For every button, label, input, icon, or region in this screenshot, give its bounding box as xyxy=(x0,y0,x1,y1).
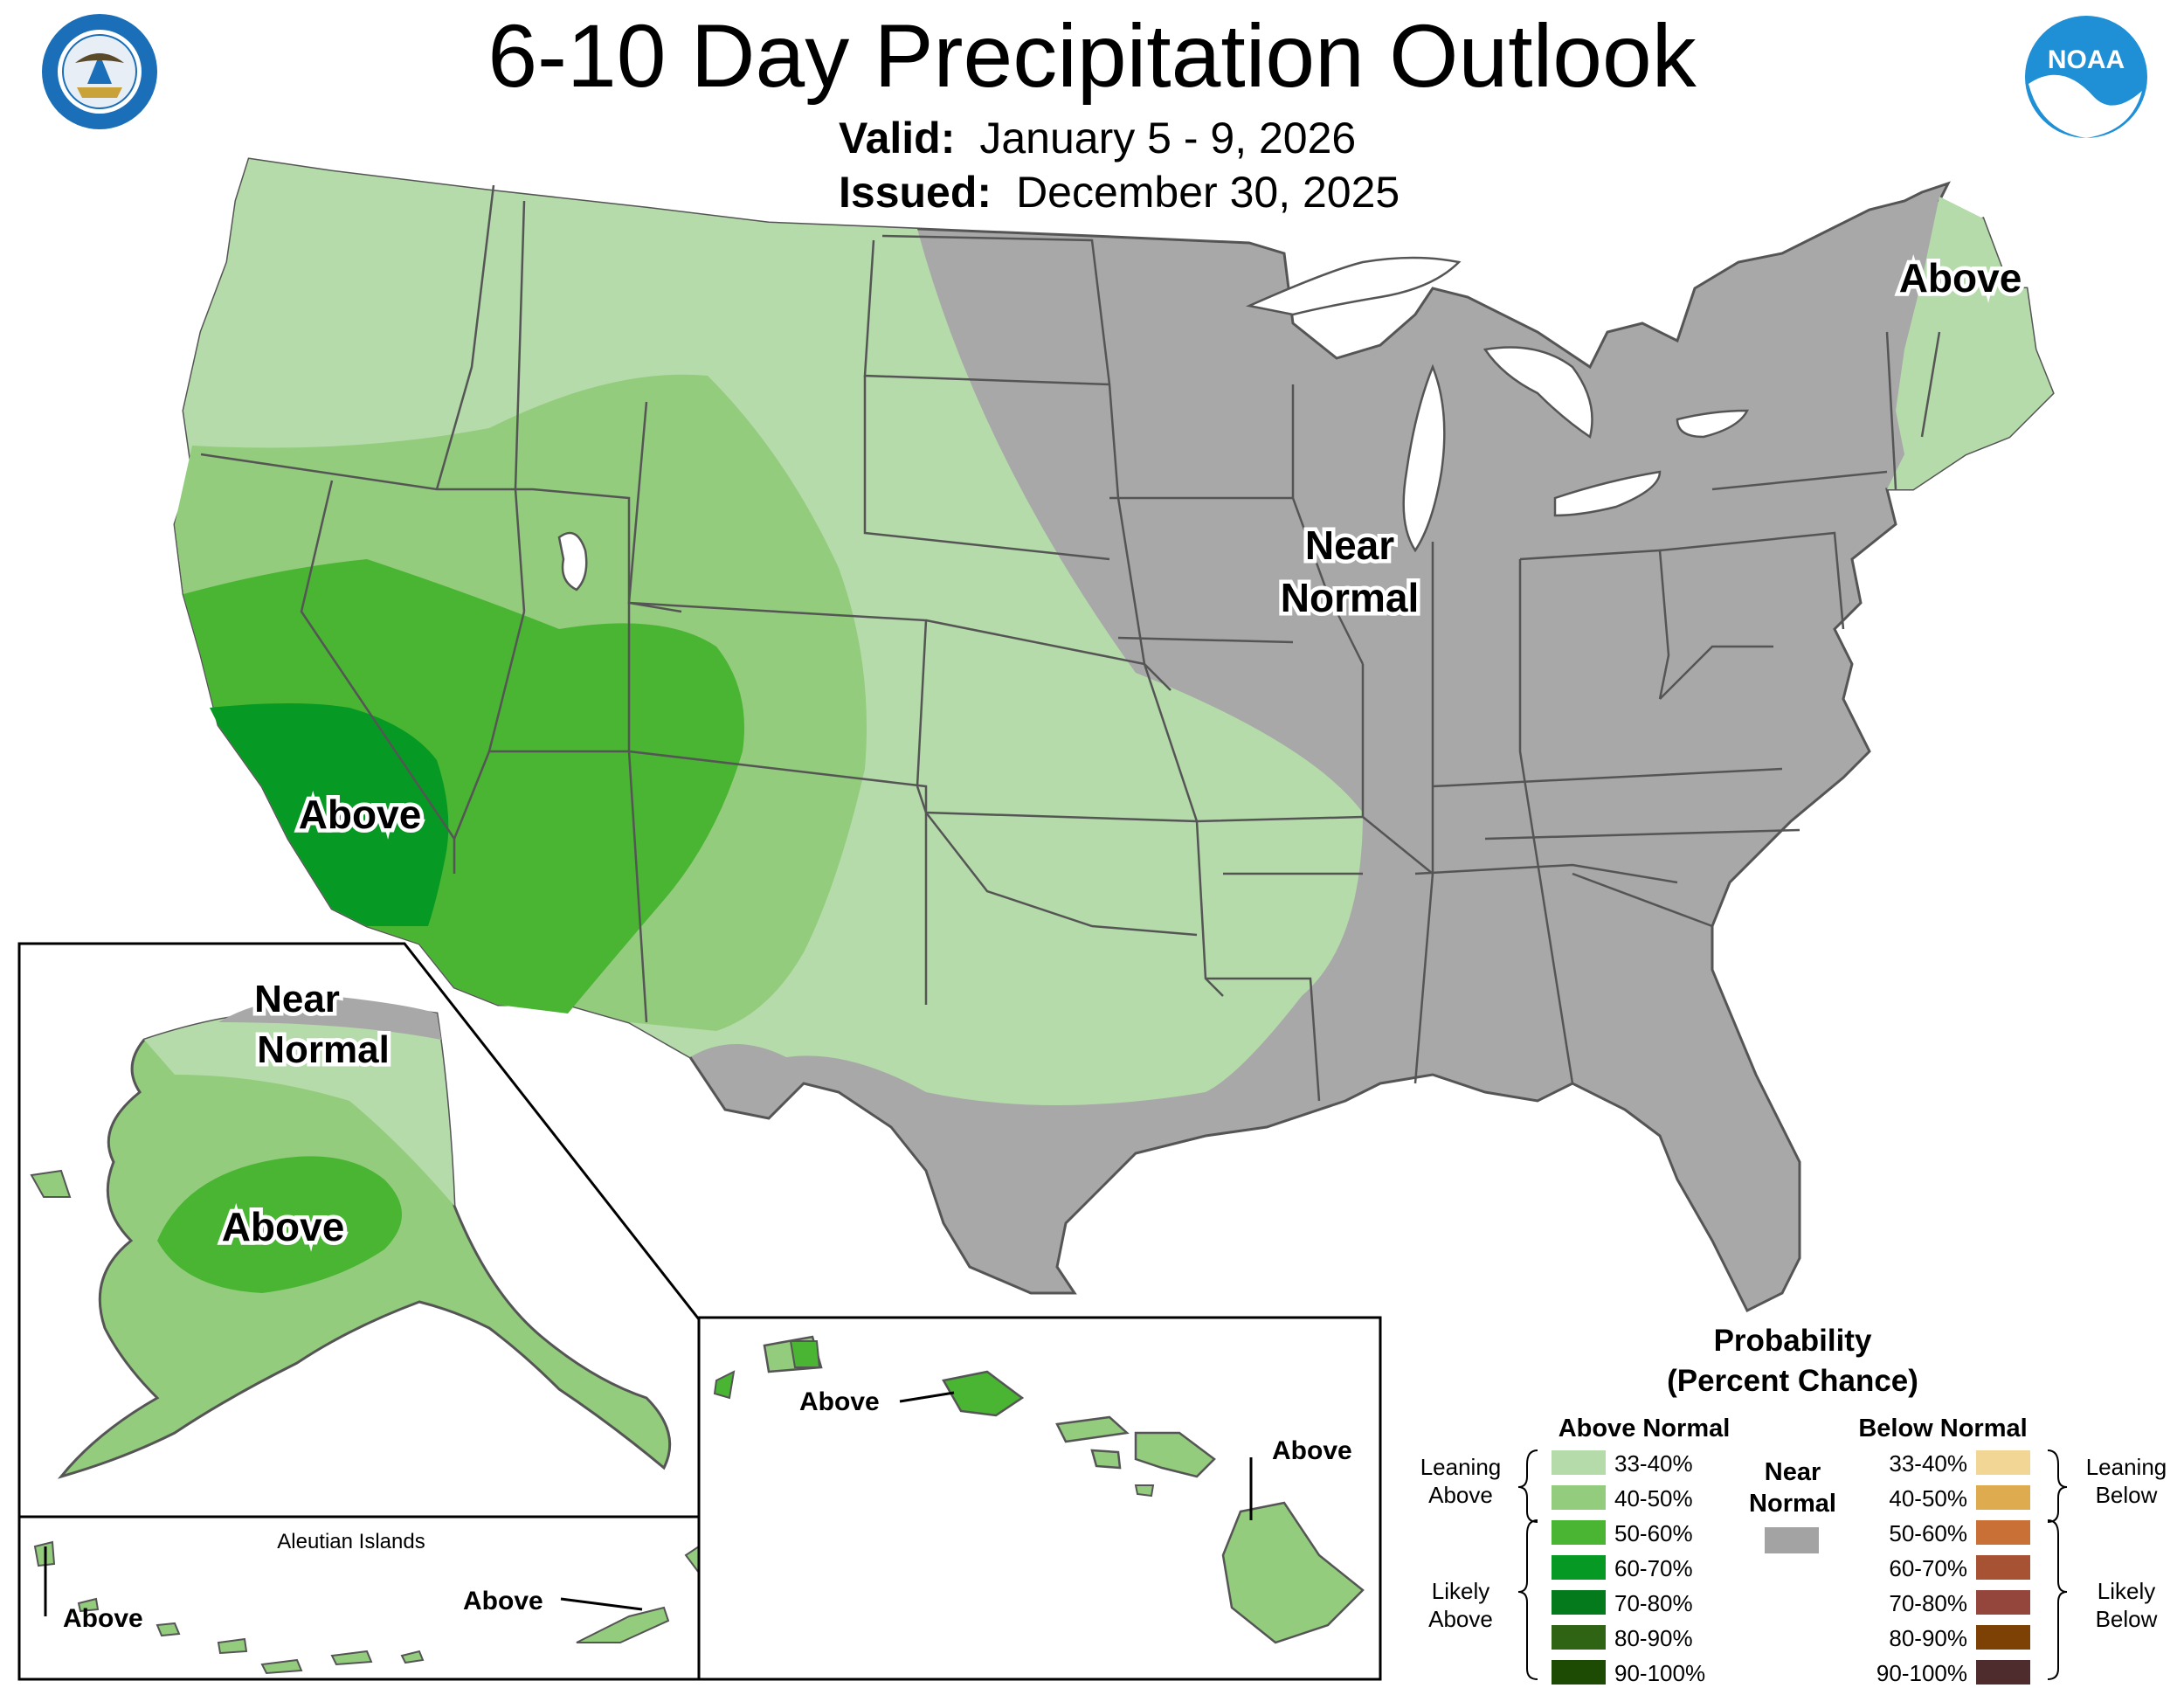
label-northeast-above: Above xyxy=(1899,255,2022,301)
legend-below-range-1: 40-50% xyxy=(1889,1485,1967,1512)
alaska-label-near-line2: Normal xyxy=(257,1028,390,1071)
legend-below-swatch-2 xyxy=(1976,1520,2030,1545)
legend-below-swatch-1 xyxy=(1976,1485,2030,1510)
zone-northeast-leaning-above xyxy=(1887,197,2053,489)
legend-above-swatch-0 xyxy=(1552,1450,1606,1475)
legend-leaning-below-line1: Leaning xyxy=(2086,1454,2167,1480)
legend-above-range-2: 50-60% xyxy=(1614,1520,1693,1546)
noaa-logo-text: NOAA xyxy=(2048,45,2125,74)
legend-below-swatch-6 xyxy=(1976,1660,2030,1685)
alaska-inset: Near Normal Above xyxy=(17,942,701,1519)
legend-below-swatch-3 xyxy=(1976,1555,2030,1580)
issued-line: Issued: December 30, 2025 xyxy=(839,166,1400,218)
hawaii-label-big-island: Above xyxy=(1272,1436,1352,1465)
legend-above-range-6: 90-100% xyxy=(1614,1660,1705,1686)
label-near-normal-line2: Normal xyxy=(1281,575,1419,620)
issued-date: December 30, 2025 xyxy=(1016,168,1400,217)
legend-above-swatch-6 xyxy=(1552,1660,1606,1685)
state-boundaries xyxy=(200,184,1941,1102)
legend-below-range-0: 33-40% xyxy=(1889,1450,1967,1477)
valid-line: Valid: January 5 - 9, 2026 xyxy=(839,112,1356,164)
legend: Probability (Percent Chance) Above Norma… xyxy=(1420,1324,2167,1686)
legend-above-swatch-3 xyxy=(1552,1555,1606,1580)
alaska-likely-zone xyxy=(157,1156,402,1293)
label-west-above: Above xyxy=(299,792,422,837)
legend-above-range-5: 80-90% xyxy=(1614,1625,1693,1651)
legend-near-line2: Normal xyxy=(1749,1490,1836,1518)
legend-below-swatch-5 xyxy=(1976,1625,2030,1650)
great-lakes xyxy=(1245,256,1750,553)
aleutian-inset: Aleutian Islands Above Above xyxy=(17,1515,701,1681)
commerce-seal-logo xyxy=(42,14,157,129)
alaska-label-near-line1: Near xyxy=(254,978,340,1020)
legend-above-swatch-1 xyxy=(1552,1485,1606,1510)
valid-dates: January 5 - 9, 2026 xyxy=(979,114,1357,163)
legend-below-rows: 33-40% 40-50% 50-60% 60-70% 70-80% 80-90% 90-1… xyxy=(1876,1450,2030,1686)
legend-below-range-3: 60-70% xyxy=(1889,1555,1967,1581)
legend-likely-above-line2: Above xyxy=(1428,1606,1493,1632)
zone-likely-above-50-60 xyxy=(183,559,744,1013)
legend-title-line1: Probability xyxy=(1714,1324,1872,1358)
alaska-near-normal-zone xyxy=(218,996,441,1040)
legend-below-range-6: 90-100% xyxy=(1876,1660,1967,1686)
hawaii-inset: Above Above xyxy=(697,1316,1382,1681)
great-salt-lake xyxy=(557,531,588,591)
legend-likely-below-line2: Below xyxy=(2096,1606,2158,1632)
aleutian-title: Aleutian Islands xyxy=(277,1530,425,1553)
valid-label: Valid: xyxy=(839,114,956,163)
legend-leaning-above-line2: Above xyxy=(1428,1482,1493,1508)
legend-near-line1: Near xyxy=(1765,1458,1821,1486)
legend-above-range-3: 60-70% xyxy=(1614,1555,1693,1581)
legend-above-swatch-5 xyxy=(1552,1625,1606,1650)
issued-label: Issued: xyxy=(839,168,992,217)
legend-below-swatch-4 xyxy=(1976,1590,2030,1615)
legend-near-swatch xyxy=(1765,1527,1819,1553)
hawaii-label-oahu: Above xyxy=(799,1387,880,1416)
legend-title-line2: (Percent Chance) xyxy=(1667,1364,1918,1398)
legend-above-swatch-2 xyxy=(1552,1520,1606,1545)
legend-below-swatch-0 xyxy=(1976,1450,2030,1475)
legend-below-range-2: 50-60% xyxy=(1889,1520,1967,1546)
page-title: 6-10 Day Precipitation Outlook xyxy=(487,6,1697,106)
label-near-normal-line1: Near xyxy=(1305,522,1394,568)
aleutian-label-west: Above xyxy=(63,1604,143,1633)
legend-above-swatch-4 xyxy=(1552,1590,1606,1615)
legend-above-header: Above Normal xyxy=(1559,1415,1731,1442)
legend-below-range-4: 70-80% xyxy=(1889,1590,1967,1616)
legend-below-header: Below Normal xyxy=(1858,1415,2027,1442)
legend-above-rows: 33-40% 40-50% 50-60% 60-70% 70-80% 80-90% 90-1… xyxy=(1552,1450,1705,1686)
legend-below-range-5: 80-90% xyxy=(1889,1625,1967,1651)
legend-above-range-0: 33-40% xyxy=(1614,1450,1693,1477)
legend-above-range-4: 70-80% xyxy=(1614,1590,1693,1616)
legend-above-range-1: 40-50% xyxy=(1614,1485,1693,1512)
legend-likely-above-line1: Likely xyxy=(1432,1578,1489,1604)
alaska-label-above: Above xyxy=(222,1204,345,1249)
zone-likely-above-60-70 xyxy=(210,703,449,926)
aleutian-label-east: Above xyxy=(463,1587,543,1615)
legend-leaning-above-line1: Leaning xyxy=(1420,1454,1502,1480)
legend-braces xyxy=(1517,1449,2068,1680)
legend-likely-below-line1: Likely xyxy=(2098,1578,2155,1604)
alaska-leaning-zone xyxy=(144,1007,454,1206)
noaa-logo: NOAA xyxy=(2025,16,2147,138)
legend-leaning-below-line2: Below xyxy=(2096,1482,2158,1508)
